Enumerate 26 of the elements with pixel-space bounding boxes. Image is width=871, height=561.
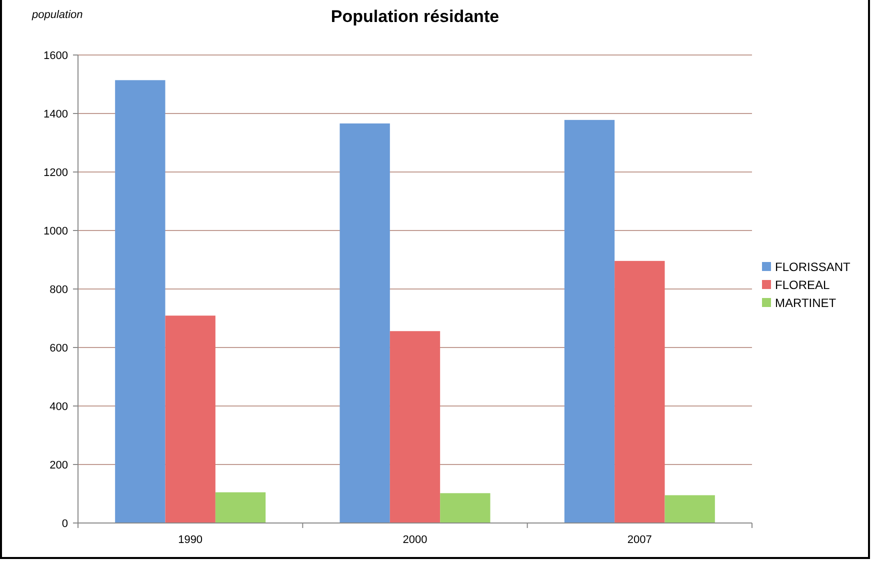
bar: [390, 331, 440, 523]
y-tick-label: 400: [50, 401, 68, 413]
x-tick-label: 2007: [627, 534, 652, 546]
y-tick-label: 0: [62, 518, 68, 530]
y-tick-label: 1600: [44, 50, 68, 62]
bar: [340, 123, 390, 523]
bar: [664, 495, 715, 523]
bar: [614, 260, 665, 523]
bar: [564, 120, 615, 523]
bar: [215, 492, 266, 523]
y-tick-label: 1400: [44, 108, 68, 120]
x-tick-label: 1990: [178, 534, 203, 546]
x-tick-label: 2000: [402, 534, 428, 546]
y-tick-label: 200: [50, 460, 68, 472]
legend-label: MARTINET: [775, 296, 837, 310]
bar: [115, 80, 166, 523]
y-tick-label: 800: [50, 284, 68, 296]
chart-title: Population résidante: [330, 7, 500, 26]
bar: [165, 316, 216, 523]
y-tick-label: 600: [50, 342, 68, 354]
legend-label: FLOREAL: [775, 278, 830, 292]
y-axis-title: population: [31, 9, 83, 21]
legend-label: FLORISSANT: [775, 260, 852, 274]
bar: [440, 493, 490, 523]
y-tick-label: 1200: [44, 167, 68, 179]
y-tick-label: 1000: [44, 226, 68, 238]
